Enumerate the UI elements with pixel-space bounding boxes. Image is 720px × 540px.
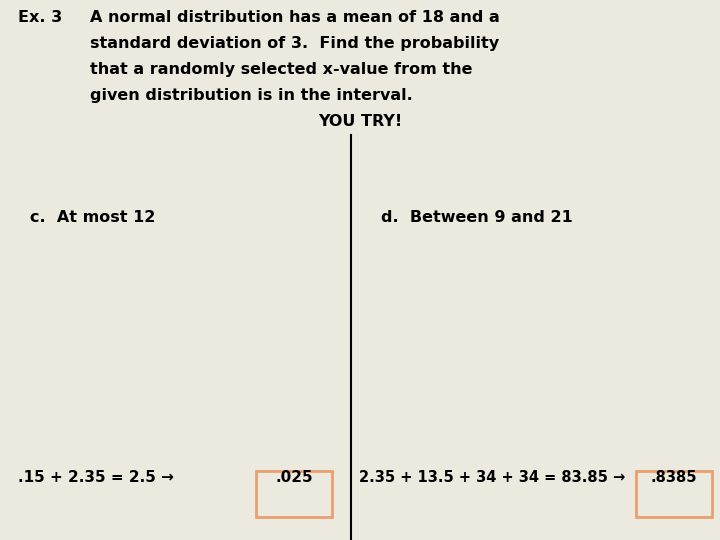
- Text: 2.35 + 13.5 + 34 + 34 = 83.85 →: 2.35 + 13.5 + 34 + 34 = 83.85 →: [359, 470, 625, 485]
- Text: A normal distribution has a mean of 18 and a: A normal distribution has a mean of 18 a…: [90, 10, 500, 25]
- Text: YOU TRY!: YOU TRY!: [318, 114, 402, 129]
- Text: that a randomly selected x-value from the: that a randomly selected x-value from th…: [90, 62, 472, 77]
- Text: c.  At most 12: c. At most 12: [30, 210, 156, 225]
- Text: .8385: .8385: [651, 470, 697, 485]
- Text: given distribution is in the interval.: given distribution is in the interval.: [90, 88, 413, 103]
- Text: .15 + 2.35 = 2.5 →: .15 + 2.35 = 2.5 →: [18, 470, 174, 485]
- FancyBboxPatch shape: [256, 471, 332, 517]
- Text: standard deviation of 3.  Find the probability: standard deviation of 3. Find the probab…: [90, 36, 499, 51]
- Text: .025: .025: [275, 470, 312, 485]
- Text: Ex. 3: Ex. 3: [18, 10, 62, 25]
- Text: d.  Between 9 and 21: d. Between 9 and 21: [381, 210, 572, 225]
- FancyBboxPatch shape: [636, 471, 712, 517]
